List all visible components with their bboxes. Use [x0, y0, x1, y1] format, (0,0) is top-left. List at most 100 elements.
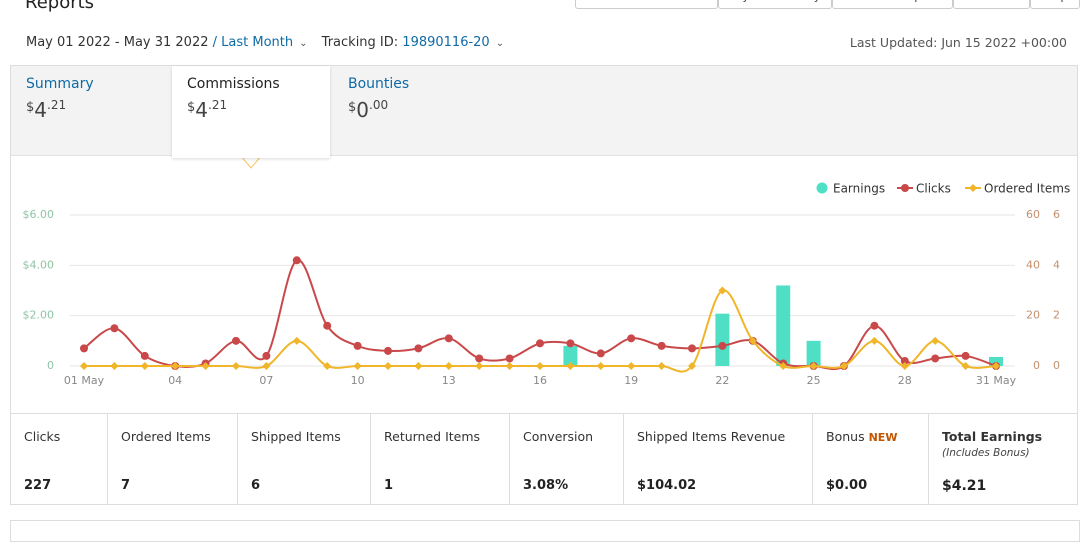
point	[171, 362, 180, 370]
amount-whole: 4	[195, 98, 209, 122]
stat-label: Clicks	[24, 429, 107, 465]
new-badge: NEW	[868, 431, 898, 444]
point	[931, 336, 940, 345]
chart: 0 $2.00 $4.00 $6.00 0 20 40 60 0 2 4 6 01 May 04 07 10 1…	[23, 182, 1071, 388]
stat-value: 227	[24, 478, 52, 493]
stats-row: Clicks 227 Ordered Items 7 Shipped Items 6 Ret…	[11, 413, 1077, 505]
point	[688, 344, 696, 353]
stat-label-text: Returned Items	[384, 429, 481, 444]
point	[140, 351, 149, 360]
y3-tick-label: 6	[1053, 208, 1060, 221]
x-tick-label: 28	[898, 374, 912, 387]
point	[870, 336, 879, 345]
point	[323, 362, 332, 370]
point	[931, 354, 940, 363]
legend-swatch	[901, 184, 909, 192]
point	[80, 344, 88, 353]
point	[718, 341, 727, 350]
y-tick-label: 0	[47, 359, 54, 372]
point	[961, 351, 970, 360]
last-updated: Last Updated: Jun 15 2022 +00:00	[849, 35, 1067, 50]
y2-tick-label: 0	[1033, 359, 1040, 372]
amount-fraction: .21	[208, 98, 228, 112]
point	[505, 362, 514, 370]
tab-amount: $4.21	[26, 98, 94, 122]
tab-amount: $0.00	[348, 98, 409, 122]
x-tick-label: 25	[807, 374, 821, 387]
next-panel	[10, 520, 1080, 542]
point	[900, 362, 909, 370]
point	[536, 362, 544, 370]
separator: /	[212, 35, 218, 50]
x-tick-label: 10	[351, 374, 365, 387]
point	[475, 362, 484, 370]
amount-whole: 0	[356, 98, 370, 122]
point	[657, 341, 666, 350]
tab[interactable]: Bounties $0.00	[348, 66, 409, 156]
point	[748, 336, 757, 345]
top-button[interactable]: Download Reports	[832, 0, 953, 9]
top-button[interactable]: Payment History	[718, 0, 832, 9]
point	[262, 362, 271, 370]
legend-label: Earnings	[833, 182, 885, 196]
point	[262, 351, 271, 360]
point	[840, 362, 848, 370]
stat-value: 6	[251, 478, 261, 493]
point	[475, 354, 484, 363]
point	[110, 324, 119, 333]
y-tick-label: $2.00	[23, 309, 55, 322]
point	[779, 362, 788, 370]
top-button[interactable]: Help	[1030, 0, 1080, 9]
period[interactable]: Last Month	[221, 35, 294, 50]
tab-pointer	[240, 155, 262, 169]
x-tick-label: 01 May	[64, 374, 105, 387]
stat-value: $4.21	[942, 478, 987, 494]
y3-tick-label: 4	[1053, 258, 1060, 271]
bar	[806, 340, 821, 366]
top-button[interactable]: Feedback	[953, 0, 1030, 9]
stat-cell: Total Earnings (Includes Bonus) $4.21	[928, 414, 1077, 505]
point	[292, 336, 301, 345]
point	[536, 339, 544, 348]
tracking-id[interactable]: 19890116-20	[402, 35, 490, 50]
point	[353, 362, 362, 370]
tab-label: Commissions	[187, 76, 280, 92]
y-tick-label: $4.00	[23, 258, 55, 271]
point	[353, 341, 362, 350]
stat-label-text: Ordered Items	[121, 429, 211, 444]
tab[interactable]: Summary $4.21	[26, 66, 94, 156]
point	[961, 362, 970, 370]
point	[657, 362, 666, 370]
point	[384, 362, 392, 370]
bar	[715, 313, 730, 366]
point	[870, 321, 879, 330]
point	[414, 344, 423, 353]
stat-value: $104.02	[637, 478, 697, 493]
point	[809, 362, 818, 370]
x-tick-label: 04	[168, 374, 182, 387]
point	[444, 334, 453, 343]
point	[232, 336, 240, 345]
tab[interactable]: Commissions $4.21	[172, 66, 330, 158]
amount-fraction: .00	[369, 98, 389, 112]
tab-label: Summary	[26, 76, 94, 92]
top-button[interactable]: Commission Schedule	[575, 0, 718, 9]
tracking-label: Tracking ID:	[321, 35, 399, 50]
bar	[776, 285, 791, 366]
stat-label-text: Conversion	[523, 429, 594, 444]
line	[83, 289, 997, 373]
amount-fraction: .21	[47, 98, 67, 112]
point	[566, 362, 575, 370]
point	[80, 362, 88, 370]
stat-label: Bonus NEW	[826, 429, 928, 465]
stat-label: Conversion	[523, 429, 623, 465]
date-range[interactable]: May 01 2022 - May 31 2022	[26, 35, 209, 50]
stat-note: (Includes Bonus)	[942, 447, 1030, 459]
stat-label-text: Bonus	[826, 429, 865, 444]
legend-swatch	[969, 184, 977, 192]
x-tick-label: 13	[442, 374, 456, 387]
stat-cell: Shipped Items 6	[237, 414, 370, 505]
y2-tick-label: 20	[1026, 309, 1040, 322]
stat-label: Returned Items	[384, 429, 509, 465]
stat-cell: Bonus NEW $0.00	[812, 414, 928, 505]
